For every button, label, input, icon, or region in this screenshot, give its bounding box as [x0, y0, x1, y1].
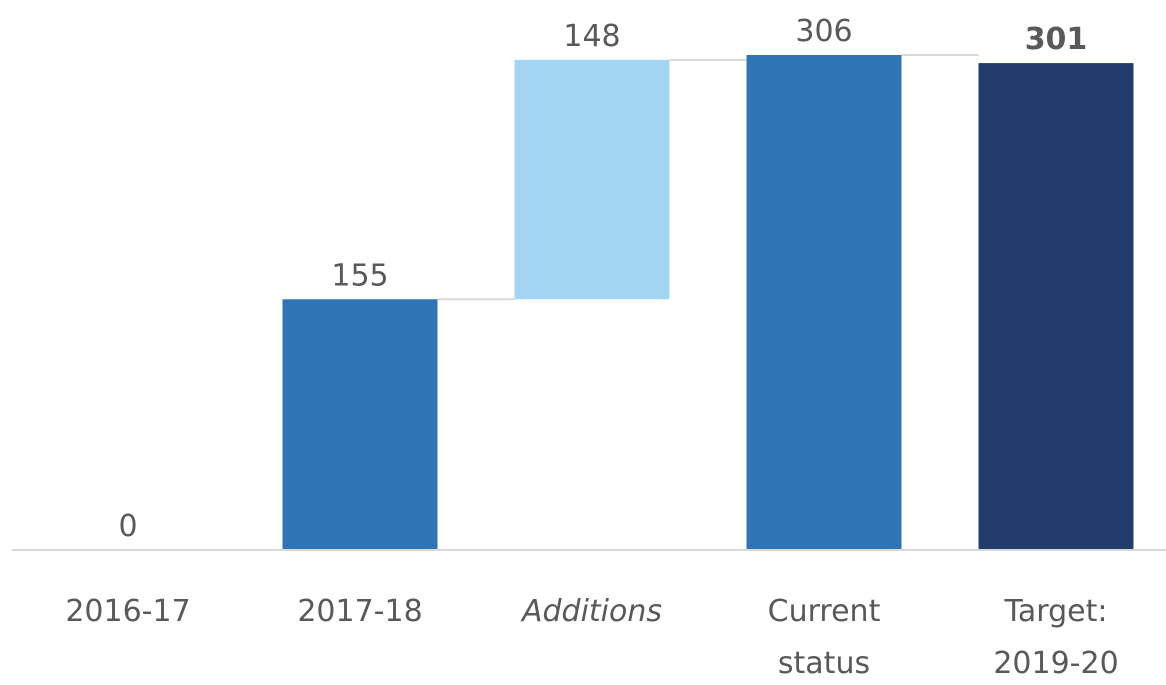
x-tick-label: 2017-18 — [297, 594, 423, 629]
value-label: 0 — [118, 509, 137, 544]
x-tick-label: 2016-17 — [65, 594, 191, 629]
value-label: 148 — [563, 19, 620, 54]
value-label: 306 — [795, 14, 852, 49]
bar — [282, 299, 438, 550]
value-label: 301 — [1025, 22, 1088, 57]
value-label: 155 — [331, 258, 388, 293]
x-tick-label: Additions — [521, 594, 663, 629]
bar — [514, 59, 670, 300]
x-tick-label: Current status — [767, 594, 881, 681]
bar — [978, 63, 1134, 551]
x-tick-label: Target: 2019-20 — [993, 594, 1119, 681]
bar — [746, 55, 902, 550]
